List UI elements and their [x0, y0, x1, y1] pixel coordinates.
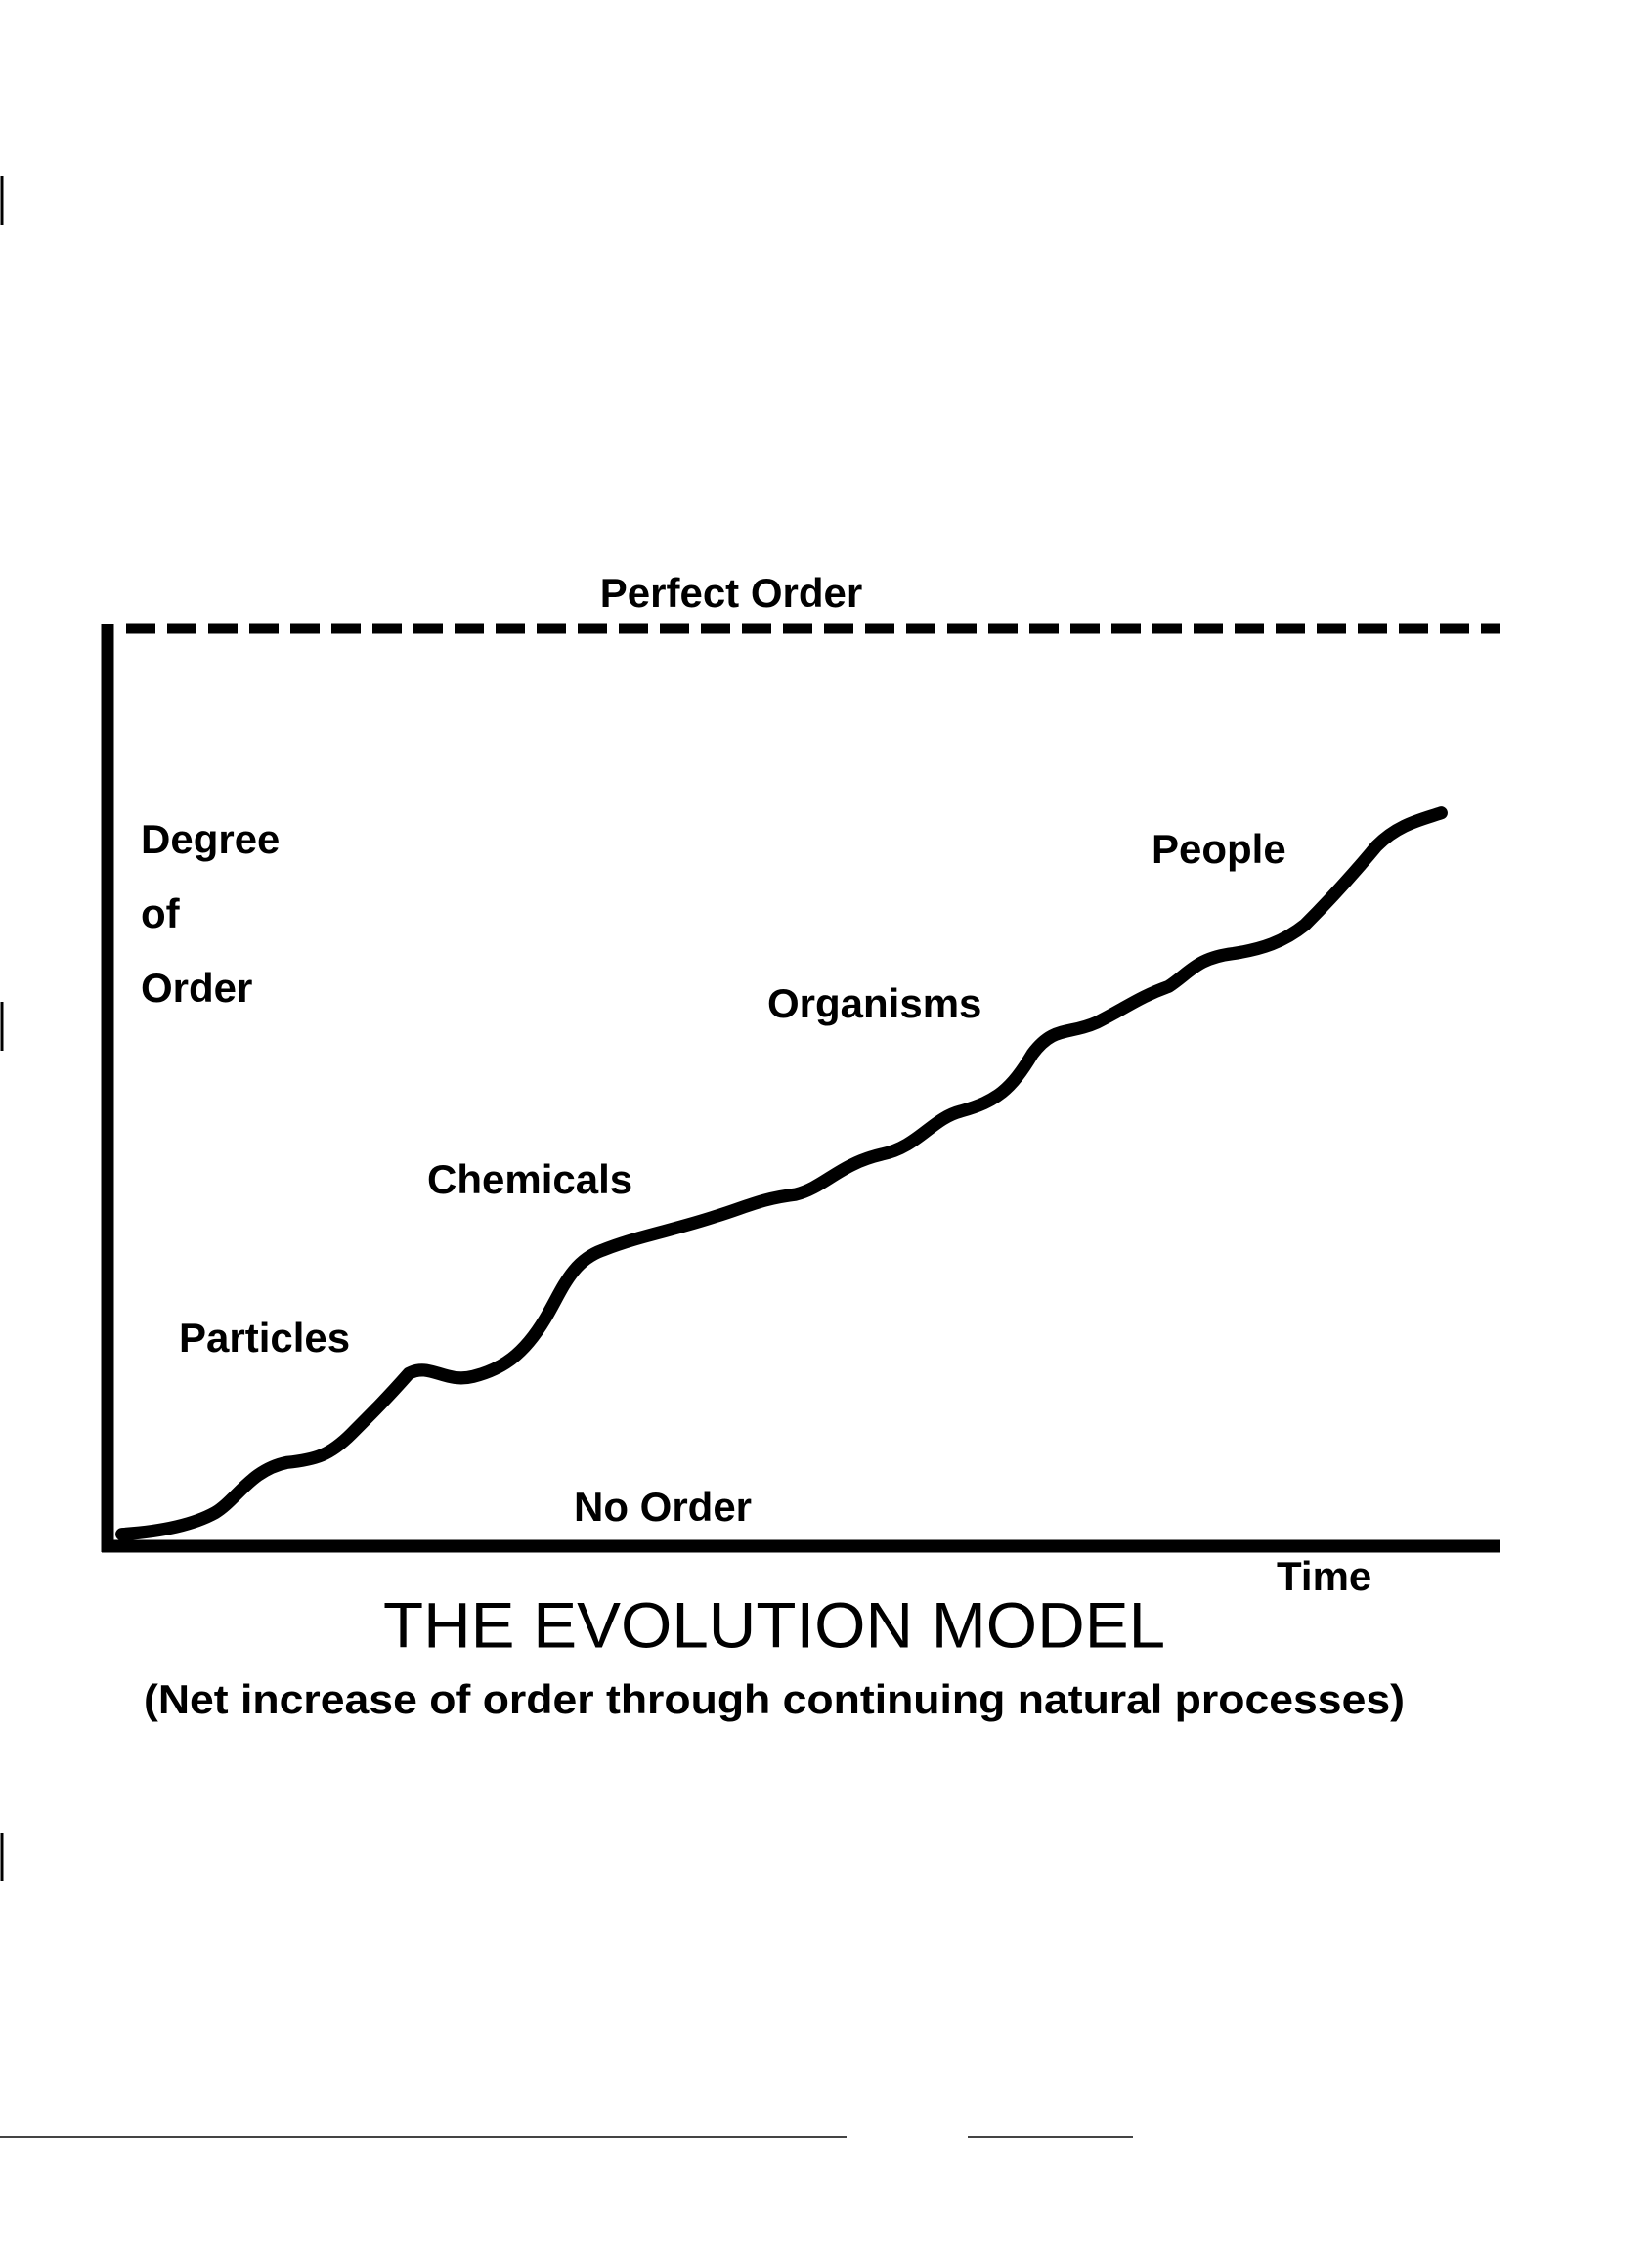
stage-label: Chemicals [427, 1156, 632, 1202]
y-axis-label: Degree [141, 816, 280, 862]
evolution-curve [115, 806, 1448, 1541]
stage-label: Particles [179, 1315, 350, 1361]
bottom-label: No Order [574, 1484, 752, 1530]
top-label: Perfect Order [600, 570, 862, 616]
y-axis-label: of [141, 890, 181, 936]
curve-group [115, 806, 1448, 1541]
x-axis-label: Time [1277, 1553, 1371, 1599]
y-axis-label: Order [141, 965, 252, 1011]
chart-frame [101, 623, 1500, 1553]
title: THE EVOLUTION MODEL [383, 1588, 1165, 1661]
stage-label: People [1152, 826, 1286, 872]
subtitle: (Net increase of order through continuin… [144, 1676, 1405, 1722]
stage-label: Organisms [767, 980, 981, 1026]
